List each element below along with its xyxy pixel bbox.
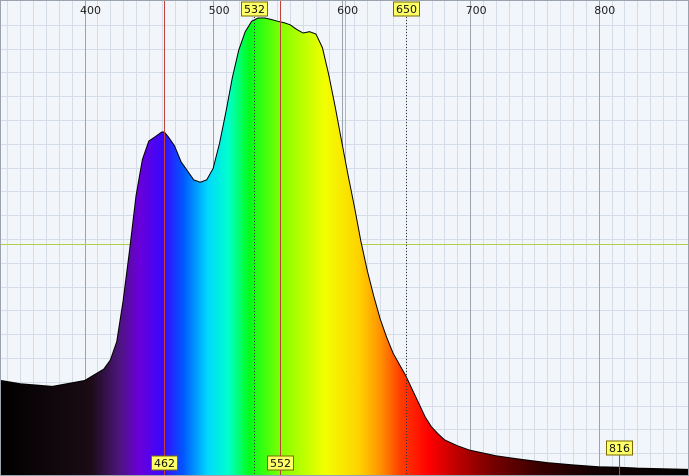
marker-label-532: 532	[244, 3, 265, 16]
marker-label-box-816	[606, 440, 633, 456]
marker-label-box-532	[241, 1, 268, 17]
x-tick-label-700: 700	[466, 4, 487, 17]
marker-label-552: 552	[270, 457, 291, 470]
spectrum-outline	[1, 17, 688, 470]
x-tick-labels: 400 500 600 700 800	[80, 4, 615, 17]
marker-label-816: 816	[609, 442, 630, 455]
marker-label-box-552	[267, 455, 294, 471]
spectrum-area	[1, 18, 688, 475]
marker-label-462: 462	[154, 457, 175, 470]
x-tick-label-500: 500	[209, 4, 230, 17]
marker-label-box-462	[151, 455, 178, 471]
marker-label-650: 650	[396, 3, 417, 16]
marker-labels: 462 552 816 532 650	[151, 1, 633, 471]
marker-label-box-650	[393, 1, 420, 17]
x-tick-label-600: 600	[337, 4, 358, 17]
x-tick-label-800: 800	[594, 4, 615, 17]
x-tick-label-400: 400	[80, 4, 101, 17]
